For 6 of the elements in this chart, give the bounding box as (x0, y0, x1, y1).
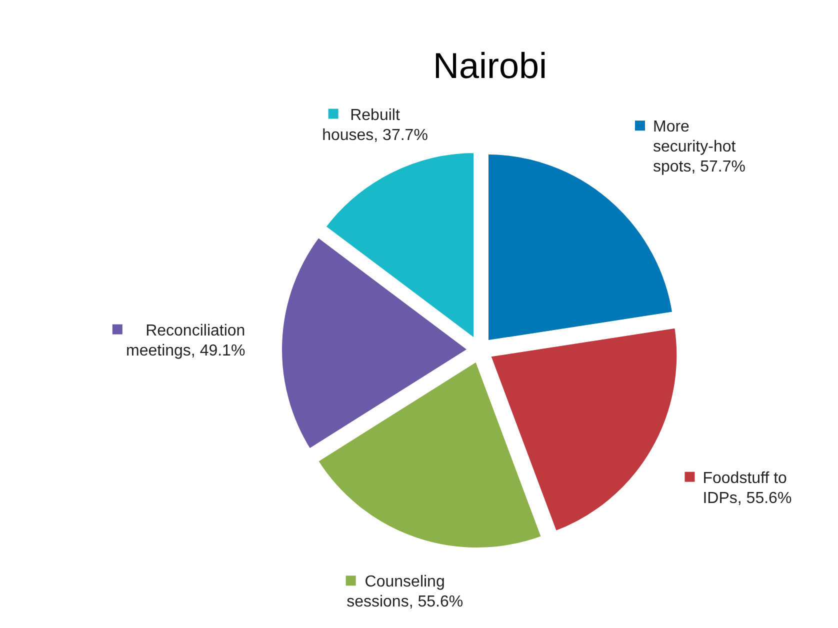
legend-label: More security-hot spots, 57.7% (652, 118, 746, 176)
chart-title: Nairobi (432, 45, 548, 86)
legend-label: Rebuilt houses, 37.7% (322, 106, 428, 144)
legend-label: Reconciliation meetings, 49.1% (126, 322, 246, 360)
legend-label: Foodstuff to IDPs, 55.6% (702, 470, 792, 507)
legend-label: Counseling sessions, 55.6% (346, 574, 464, 611)
